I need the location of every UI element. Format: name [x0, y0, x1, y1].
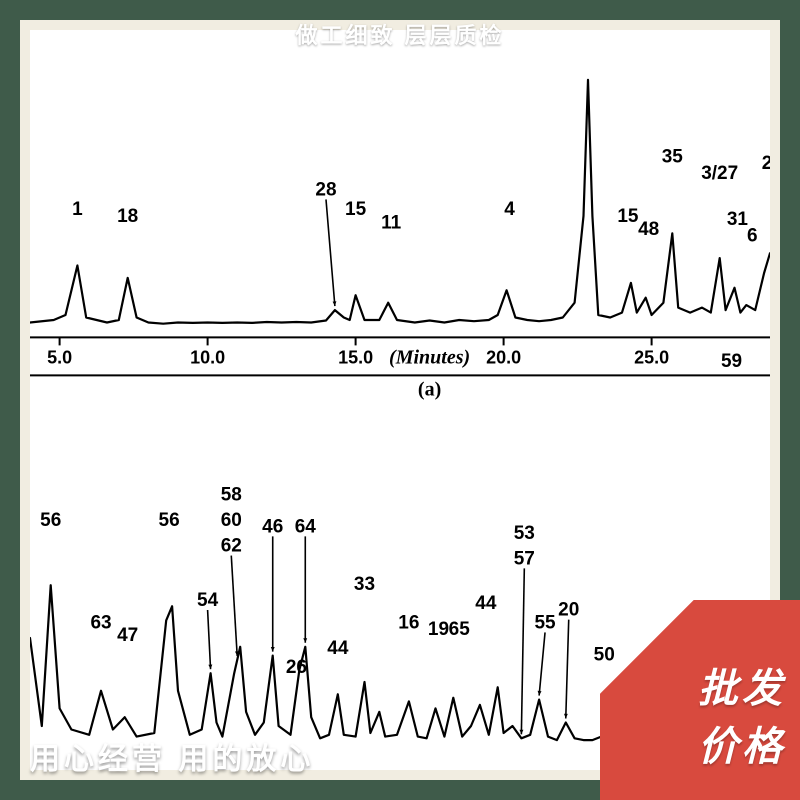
x-tick-label: 20.0 [486, 347, 521, 367]
peak-label: 62 [221, 536, 242, 557]
peak-label: 6 [747, 226, 758, 247]
peak-label: 64 [295, 516, 317, 537]
peak-label-arrowhead [303, 638, 307, 643]
peak-label: 65 [449, 619, 471, 640]
subfigure-label: (a) [418, 378, 441, 400]
peak-label: 56 [159, 510, 180, 531]
peak-label: 47 [117, 625, 138, 646]
peak-label: 58 [221, 484, 242, 505]
peak-label: 46 [262, 516, 283, 537]
peak-label: 63 [90, 612, 111, 633]
peak-label-arrow [521, 568, 524, 734]
peak-label: 16 [398, 612, 419, 633]
peak-label: 44 [327, 638, 349, 659]
peak-label: 1 [72, 199, 83, 220]
peak-label: 20 [558, 600, 579, 621]
peak-label-arrow [231, 556, 237, 656]
peak-label-arrowhead [520, 730, 524, 735]
peak-label: 48 [638, 219, 659, 240]
peak-label: 60 [221, 510, 242, 531]
x-tick-label: 15.0 [338, 347, 373, 367]
badge-line-1: 批发 [698, 656, 786, 714]
x-tick-label: 25.0 [634, 347, 669, 367]
peak-label: 55 [534, 612, 556, 633]
peak-label: 44 [475, 593, 497, 614]
peak-label: 4 [504, 199, 515, 220]
bottom-marketing-text: 用心经营 用的放心 [30, 734, 314, 778]
peak-label-arrow [208, 610, 211, 669]
peak-label: 3/27 [701, 163, 738, 184]
peak-label: 33 [354, 574, 375, 595]
peak-label: 26 [286, 657, 307, 678]
peak-label: 31 [727, 209, 749, 230]
peak-label: 18 [117, 206, 138, 227]
peak-label: 57 [514, 548, 535, 569]
peak-label-arrow [539, 632, 545, 695]
peak-label: 56 [40, 510, 61, 531]
peak-label-arrowhead [564, 714, 568, 719]
chromatogram-panel-a: 5.0 10.0 15.0 20.0 25.0 (Minutes) (a) 1 18 28 15 11… [30, 70, 770, 400]
chromatogram-a-svg: 5.0 10.0 15.0 20.0 25.0 (Minutes) (a) 1 18 28 15 11… [30, 70, 770, 400]
chromatogram-trace [30, 80, 770, 324]
peak-label: 19 [428, 619, 449, 640]
peak-label: 53 [514, 523, 535, 544]
peak-label: 35 [662, 146, 684, 167]
x-axis-label: (Minutes) [389, 346, 470, 368]
peak-label-arrowhead [208, 665, 212, 670]
peak-label: 59 [721, 351, 742, 372]
peak-label: 11 [381, 212, 402, 233]
peak-label: 28 [315, 179, 336, 200]
price-badge: 批发 价格 [600, 600, 800, 800]
badge-line-2: 价格 [698, 714, 786, 772]
peak-label: 15 [617, 206, 639, 227]
top-marketing-text: 做工细致 层层质检 [295, 18, 504, 50]
x-tick-label: 10.0 [190, 347, 225, 367]
peak-label-arrowhead [271, 647, 275, 652]
peak-label: 15 [345, 199, 367, 220]
peak-label-arrow [326, 199, 335, 306]
peak-label-arrow [566, 620, 569, 719]
x-tick-label: 5.0 [47, 347, 72, 367]
peak-label: 54 [197, 590, 219, 611]
peak-label: 2 [762, 153, 770, 174]
